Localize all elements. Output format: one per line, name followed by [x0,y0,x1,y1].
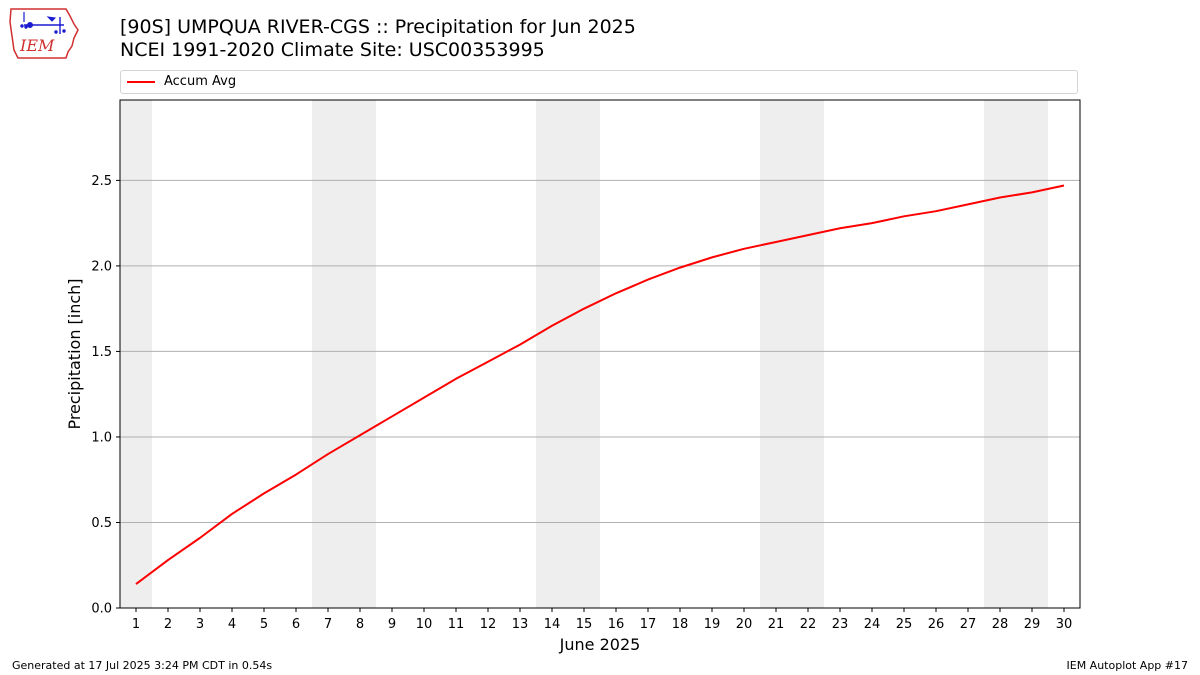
x-tick-label-15: 15 [576,617,593,632]
weekend-band-1 [120,100,152,608]
plot-frame [119,99,1081,609]
x-axis-ticks: 1 2 3 4 5 6 7 8 9 10 11 12 13 14 15 16 17 18 19 20 21 22 23 24 2… [132,608,1072,632]
x-tick-label-17: 17 [640,617,657,632]
weekend-band-21 [760,100,792,608]
x-tick-label-2: 2 [164,617,172,632]
weekend-band-15 [568,100,600,608]
x-tick-label-30: 30 [1056,617,1073,632]
x-tick-label-21: 21 [768,617,785,632]
x-tick-label-4: 4 [228,617,236,632]
x-tick-label-14: 14 [544,617,561,632]
x-tick-label-1: 1 [132,617,140,632]
y-tick-label-0.0: 0.0 [91,602,112,617]
y-gridlines [120,179,1080,523]
x-tick-label-20: 20 [736,617,753,632]
x-tick-label-8: 8 [356,617,364,632]
y-tick-label-1.5: 1.5 [91,345,112,360]
generated-timestamp: Generated at 17 Jul 2025 3:24 PM CDT in … [12,659,273,672]
weather-station-icon [20,12,66,34]
chart-title: [90S] UMPQUA RIVER-CGS :: Precipitation … [120,16,636,62]
y-axis-ticks: 0.0 0.5 1.0 1.5 2.0 2.5 [91,174,120,617]
x-tick-label-28: 28 [992,617,1009,632]
x-tick-label-29: 29 [1024,617,1041,632]
weekend-band-7 [312,100,344,608]
x-tick-label-22: 22 [800,617,817,632]
y-tick-label-2.5: 2.5 [91,174,112,189]
weekend-band-29 [1016,100,1048,608]
legend-swatch-accum-avg [127,81,155,83]
legend: Accum Avg [120,70,1078,94]
weekend-band-28 [984,100,1016,608]
x-tick-label-10: 10 [416,617,433,632]
app-label: IEM Autoplot App #17 [1066,659,1189,672]
logo-state-outline [9,8,79,59]
x-tick-label-24: 24 [864,617,881,632]
series-layer [135,184,1065,585]
x-tick-label-19: 19 [704,617,721,632]
x-tick-label-3: 3 [196,617,204,632]
x-tick-label-5: 5 [260,617,268,632]
x-tick-label-12: 12 [480,617,497,632]
y-tick-label-1.0: 1.0 [91,430,112,445]
iem-logo: IEM [9,8,79,59]
x-tick-label-11: 11 [448,617,465,632]
x-tick-label-26: 26 [928,617,945,632]
weekend-band-22 [792,100,824,608]
x-axis-label: June 2025 [559,635,641,654]
x-tick-label-13: 13 [512,617,529,632]
x-tick-label-6: 6 [292,617,300,632]
title-line-2: NCEI 1991-2020 Climate Site: USC00353995 [120,39,545,61]
x-tick-label-25: 25 [896,617,913,632]
x-tick-label-27: 27 [960,617,977,632]
x-tick-label-16: 16 [608,617,625,632]
weekend-band-14 [536,100,568,608]
y-tick-label-0.5: 0.5 [91,516,112,531]
series-line-accum-avg [135,184,1065,585]
weekend-bands [120,100,1048,608]
legend-label-accum-avg: Accum Avg [164,74,237,89]
title-line-1: [90S] UMPQUA RIVER-CGS :: Precipitation … [120,16,636,38]
y-tick-label-2.0: 2.0 [91,259,112,274]
x-tick-label-7: 7 [324,617,332,632]
y-axis-label: Precipitation [inch] [65,278,84,429]
logo-text: IEM [19,36,55,55]
x-tick-label-9: 9 [388,617,396,632]
x-tick-label-18: 18 [672,617,689,632]
x-tick-label-23: 23 [832,617,849,632]
weekend-band-8 [344,100,376,608]
